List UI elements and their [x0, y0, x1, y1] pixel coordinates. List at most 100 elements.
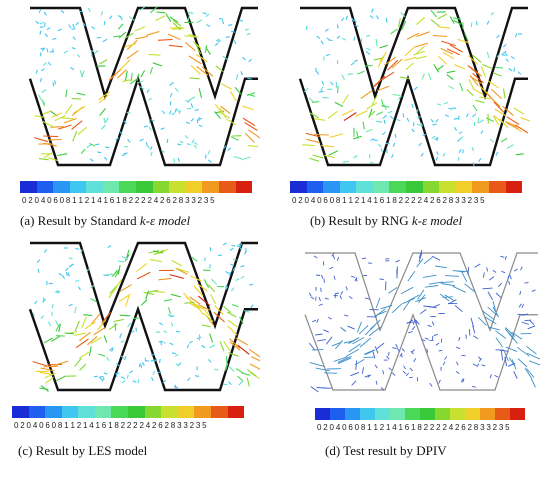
velocity-vector	[444, 103, 448, 104]
colorbar-b	[290, 181, 522, 193]
velocity-vector	[483, 288, 493, 289]
velocity-vector	[338, 86, 339, 93]
velocity-vector	[185, 42, 195, 50]
velocity-vector	[39, 9, 41, 13]
velocity-vector	[326, 337, 332, 345]
velocity-vector	[233, 157, 238, 158]
velocity-vector	[346, 349, 359, 356]
velocity-vector	[73, 131, 77, 141]
velocity-vector	[425, 286, 438, 288]
velocity-vector	[311, 297, 314, 299]
velocity-vector	[215, 43, 218, 46]
velocity-vector	[230, 91, 236, 101]
velocity-vector	[38, 269, 39, 273]
velocity-vector	[507, 145, 514, 149]
velocity-vector	[509, 69, 512, 71]
velocity-vector	[162, 111, 165, 114]
velocity-vector	[501, 271, 505, 272]
velocity-vector	[416, 56, 427, 59]
velocity-vector	[439, 350, 443, 351]
velocity-vector	[226, 37, 230, 38]
velocity-vector	[434, 64, 439, 72]
velocity-vector	[321, 288, 322, 292]
velocity-vector	[531, 378, 535, 387]
velocity-vector	[344, 315, 348, 316]
velocity-vector	[383, 370, 384, 374]
velocity-vector	[342, 38, 346, 40]
velocity-vector	[155, 16, 165, 21]
velocity-vector	[151, 355, 155, 356]
velocity-vector	[118, 261, 124, 262]
velocity-vector	[342, 18, 344, 21]
velocity-vector	[41, 69, 45, 71]
velocity-vector	[364, 357, 375, 358]
velocity-vector	[380, 279, 384, 280]
velocity-vector	[325, 29, 328, 31]
velocity-vector	[177, 109, 180, 112]
caption-b: (b) Result by RNG k-ε model	[310, 213, 462, 229]
velocity-vector	[376, 121, 382, 122]
velocity-vector	[340, 295, 342, 299]
velocity-vector	[314, 119, 325, 121]
velocity-vector	[378, 144, 381, 147]
velocity-vector	[161, 128, 165, 129]
velocity-vector	[463, 149, 464, 153]
velocity-vector	[310, 363, 324, 367]
velocity-vector	[433, 35, 447, 36]
velocity-vector	[116, 373, 120, 374]
velocity-vector	[228, 25, 232, 26]
velocity-vector	[244, 157, 251, 159]
velocity-vector	[230, 248, 233, 250]
velocity-vector	[456, 347, 460, 349]
velocity-vector	[137, 264, 147, 272]
velocity-vector	[57, 154, 67, 156]
velocity-vector	[351, 63, 354, 65]
velocity-field-d	[285, 245, 540, 400]
velocity-vector	[460, 137, 463, 139]
velocity-vector	[445, 295, 455, 301]
velocity-vector	[170, 93, 172, 97]
velocity-vector	[412, 104, 413, 108]
velocity-vector	[53, 82, 54, 86]
velocity-vector	[210, 345, 215, 348]
velocity-vector	[69, 25, 71, 28]
velocity-vector	[220, 341, 224, 351]
velocity-vector	[348, 74, 353, 75]
velocity-vector	[424, 257, 432, 263]
velocity-vector	[45, 34, 48, 37]
velocity-vector	[77, 93, 86, 95]
velocity-vector	[407, 118, 409, 122]
velocity-vector	[85, 322, 96, 329]
velocity-vector	[144, 292, 155, 294]
velocity-vector	[228, 320, 238, 327]
velocity-vector	[472, 114, 475, 117]
velocity-vector	[164, 299, 172, 301]
velocity-vector	[459, 337, 460, 341]
velocity-vector	[441, 284, 455, 286]
velocity-vector	[172, 260, 182, 266]
velocity-vector	[350, 372, 359, 375]
velocity-vector	[378, 56, 384, 67]
velocity-vector	[210, 264, 211, 268]
velocity-vector	[141, 364, 142, 368]
velocity-vector	[413, 122, 414, 126]
velocity-vector	[56, 320, 58, 325]
velocity-vector	[135, 27, 145, 31]
velocity-vector	[34, 138, 48, 142]
velocity-vector	[150, 260, 162, 262]
velocity-vector	[458, 157, 459, 161]
velocity-vector	[176, 331, 180, 332]
velocity-vector	[402, 353, 403, 357]
velocity-vector	[243, 57, 246, 60]
velocity-vector	[522, 322, 529, 325]
channel-wall-lower	[305, 315, 538, 390]
velocity-vector	[62, 118, 74, 119]
velocity-vector	[454, 65, 465, 69]
velocity-vector	[514, 269, 517, 271]
velocity-vector	[44, 12, 46, 15]
velocity-vector	[319, 297, 321, 301]
velocity-vector	[375, 365, 377, 368]
velocity-vector	[413, 51, 425, 55]
velocity-vector	[454, 127, 456, 130]
velocity-vector	[232, 305, 239, 307]
